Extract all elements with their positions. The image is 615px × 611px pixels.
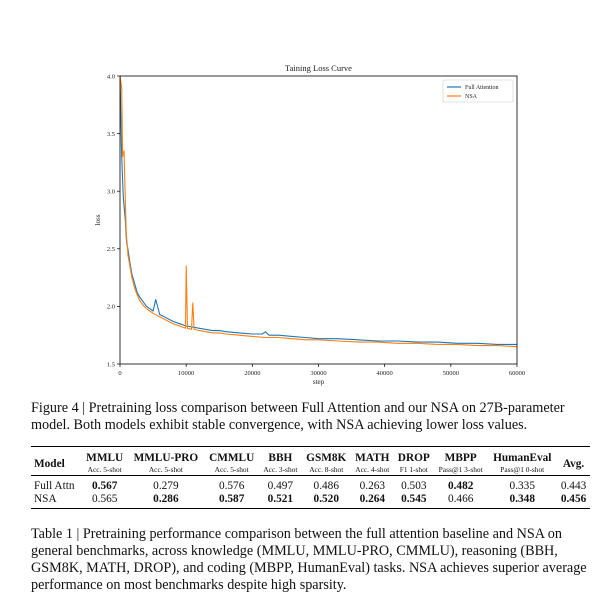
benchmark-name: MMLU — [86, 452, 124, 464]
benchmark-name: BBH — [268, 452, 293, 464]
score-cell: 0.279 — [153, 480, 179, 492]
training-loss-chart: Taining Loss Curve step loss 0 10000 20000 300… — [94, 63, 525, 386]
y-tick-label: 2.0 — [107, 304, 115, 311]
benchmark-column-header: GSM8K Acc. 8-shot — [302, 447, 351, 476]
score-cell: 0.335 — [509, 480, 535, 492]
benchmark-name: GSM8K — [306, 452, 347, 464]
y-tick-label: 4.0 — [107, 73, 115, 80]
benchmark-metric: Acc. 3-shot — [263, 465, 298, 474]
score-cell: 0.497 — [267, 480, 294, 492]
x-tick-label: 30000 — [310, 370, 326, 377]
benchmark-name: CMMLU — [209, 452, 255, 464]
table-body: Full Attn 0.567 0.279 0.576 0.497 0.486 0.263 0… — [31, 475, 590, 509]
benchmark-name: MBPP — [444, 452, 477, 464]
benchmark-name: MMLU-PRO — [133, 452, 199, 464]
benchmark-metric: Acc. 8-shot — [309, 465, 344, 474]
table-row: Full Attn 0.567 0.279 0.576 0.497 0.486 0.263 0… — [31, 476, 590, 493]
benchmark-metric: F1 1-shot — [399, 465, 428, 474]
benchmark-column-header: MBPP Pass@1 3-shot — [434, 447, 488, 476]
benchmark-metric: Pass@1 3-shot — [438, 465, 483, 474]
x-tick-label: 50000 — [443, 370, 459, 377]
x-axis-label: step — [313, 378, 325, 386]
benchmark-column-header: HumanEval Pass@1 0-shot — [487, 447, 557, 476]
y-tick-label: 1.5 — [107, 361, 115, 368]
score-cell: 0.565 — [91, 492, 118, 505]
benchmark-name: HumanEval — [493, 452, 552, 464]
score-cell: 0.482 — [447, 480, 474, 492]
benchmark-metric: Acc. 4-shot — [355, 465, 390, 474]
model-column-header: Model — [34, 457, 65, 470]
series-line-nsa — [120, 76, 517, 348]
score-cell: 0.545 — [401, 492, 427, 505]
model-name-cell: NSA — [34, 492, 57, 505]
legend-label: Full Attention — [465, 85, 499, 91]
benchmark-column-header: CMMLU Acc. 5-shot — [204, 447, 259, 476]
benchmark-name: MATH — [355, 452, 390, 464]
benchmark-column-header: MATH Acc. 4-shot — [351, 447, 394, 476]
benchmark-column-header: MMLU-PRO Acc. 5-shot — [128, 447, 205, 476]
benchmark-metric: Acc. 5-shot — [148, 465, 183, 474]
score-cell: 0.286 — [153, 492, 179, 505]
benchmark-column-header: DROP F1 1-shot — [394, 447, 434, 476]
score-cell: 0.567 — [91, 480, 118, 492]
score-cell: 0.466 — [447, 492, 474, 505]
benchmark-column-header: BBH Acc. 3-shot — [259, 447, 302, 476]
series-line-full-attention — [120, 76, 517, 345]
benchmark-metric: Pass@1 0-shot — [500, 465, 545, 474]
score-cell: 0.264 — [359, 492, 386, 505]
chart-title: Taining Loss Curve — [285, 63, 352, 73]
figure-caption: Figure 4 | Pretraining loss comparison b… — [31, 400, 565, 433]
plot-frame — [119, 75, 518, 365]
y-tick-label: 3.5 — [107, 131, 115, 138]
legend-label: NSA — [465, 94, 478, 100]
table-header-row: Model MMLU Acc. 5-shot MMLU-PRO Acc. 5-shot C… — [31, 447, 590, 476]
model-name-cell: Full Attn — [34, 480, 75, 492]
x-tick-label: 10000 — [178, 370, 194, 377]
average-cell: 0.456 — [560, 492, 587, 505]
score-cell: 0.503 — [401, 480, 427, 492]
score-cell: 0.520 — [313, 492, 339, 505]
benchmark-metric: Acc. 5-shot — [87, 465, 122, 474]
average-cell: 0.443 — [560, 480, 587, 492]
y-tick-label: 3.0 — [107, 189, 115, 196]
x-tick-label: 0 — [118, 370, 121, 377]
score-cell: 0.263 — [359, 480, 386, 492]
score-cell: 0.587 — [218, 492, 245, 505]
average-column-header: Avg. — [562, 457, 585, 470]
score-cell: 0.576 — [218, 480, 245, 492]
results-table: Model MMLU Acc. 5-shot MMLU-PRO Acc. 5-shot C… — [31, 446, 590, 509]
table-row: NSA 0.565 0.286 0.587 0.521 0.520 0.264 0.545 0.… — [31, 493, 590, 509]
y-axis-label: loss — [94, 214, 102, 225]
benchmark-name: DROP — [397, 452, 430, 464]
x-tick-label: 40000 — [377, 370, 393, 377]
y-tick-label: 2.5 — [107, 246, 115, 253]
score-cell: 0.348 — [509, 492, 535, 505]
x-tick-label: 20000 — [244, 370, 260, 377]
score-cell: 0.486 — [313, 480, 339, 492]
score-cell: 0.521 — [267, 492, 294, 505]
table-caption: Table 1 | Pretraining performance compar… — [31, 526, 587, 593]
benchmark-metric: Acc. 5-shot — [214, 465, 249, 474]
benchmark-column-header: MMLU Acc. 5-shot — [82, 447, 128, 476]
x-tick-label: 60000 — [509, 370, 525, 377]
